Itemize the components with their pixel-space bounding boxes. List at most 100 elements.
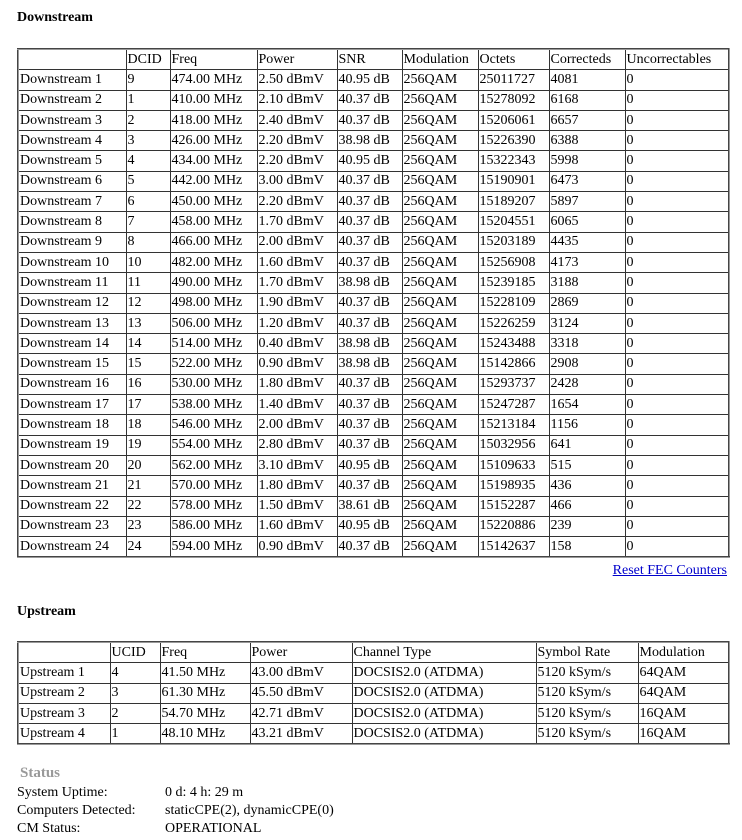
cell: 0.90 dBmV: [256, 536, 338, 558]
cell: 40.37 dB: [336, 414, 403, 436]
cell: Downstream 17: [17, 394, 127, 416]
cell: 0: [624, 89, 730, 111]
cell: 410.00 MHz: [169, 89, 258, 111]
cell: 15142637: [477, 536, 550, 558]
cell: DOCSIS2.0 (ATDMA): [351, 662, 537, 684]
table-row: Upstream 4 1 48.10 MHz 43.21 dBmV DOCSIS2.0 …: [17, 723, 730, 745]
cell: 15243488: [477, 333, 550, 355]
cell: 1.70 dBmV: [256, 211, 338, 233]
cell: 64QAM: [637, 662, 730, 684]
cell: 586.00 MHz: [169, 515, 258, 538]
cell: 2.00 dBmV: [256, 231, 338, 253]
cell: Downstream 7: [17, 191, 127, 213]
cell: 21: [125, 475, 171, 497]
cell: 15226259: [477, 312, 550, 335]
cell: 40.95 dB: [336, 454, 403, 477]
cell: 1.80 dBmV: [256, 475, 338, 497]
cell: 40.95 dB: [336, 515, 403, 538]
cell: 0: [624, 312, 730, 335]
cell: 256QAM: [401, 292, 479, 314]
cell: 40.37 dB: [336, 109, 403, 132]
cell: 15189207: [477, 191, 550, 213]
cell: 4: [125, 150, 171, 172]
cell: 482.00 MHz: [169, 251, 258, 274]
cell: Downstream 20: [17, 454, 127, 477]
cell: 4435: [548, 231, 626, 253]
cell: Upstream 4: [17, 723, 111, 745]
cell: 6168: [548, 89, 626, 111]
cell: 256QAM: [401, 414, 479, 436]
cell: 256QAM: [401, 150, 479, 172]
cell: 239: [548, 515, 626, 538]
cell: 0: [624, 333, 730, 355]
cell: DOCSIS2.0 (ATDMA): [351, 723, 537, 745]
table-row: Downstream 21 21 570.00 MHz 1.80 dBmV 40.37 …: [17, 475, 730, 497]
table-row: Downstream 5 4 434.00 MHz 2.20 dBmV 40.95 dB…: [17, 150, 730, 172]
cell: 1: [109, 723, 161, 745]
cell: 2428: [548, 373, 626, 396]
cell: DOCSIS2.0 (ATDMA): [351, 682, 537, 704]
cell: 2.80 dBmV: [256, 434, 338, 456]
status-value: 0 d: 4 h: 29 m: [165, 785, 244, 800]
cell: 0: [624, 475, 730, 497]
cell: 256QAM: [401, 211, 479, 233]
cell: 256QAM: [401, 454, 479, 477]
cell: 0: [624, 292, 730, 314]
reset-fec-link[interactable]: Reset FEC Counters: [612, 563, 727, 578]
cell: 2: [125, 109, 171, 132]
cell: 506.00 MHz: [169, 312, 258, 335]
cell: Downstream 3: [17, 109, 127, 132]
cell: 256QAM: [401, 536, 479, 558]
cell: 0: [624, 536, 730, 558]
cell: 0: [624, 434, 730, 456]
upstream-title: Upstream: [17, 604, 76, 619]
cell: 40.37 dB: [336, 231, 403, 253]
cell: 594.00 MHz: [169, 536, 258, 558]
cell: 3.10 dBmV: [256, 454, 338, 477]
cell: 3318: [548, 333, 626, 355]
cell: 41.50 MHz: [159, 662, 251, 684]
cell: 0: [624, 170, 730, 193]
downstream-table: DCID Freq Power SNR Modulation Octets Correcte…: [17, 48, 730, 559]
cell: 1.50 dBmV: [256, 495, 338, 517]
cell: Downstream 4: [17, 130, 127, 152]
cell: 22: [125, 495, 171, 517]
cell: 40.95 dB: [336, 150, 403, 172]
cell: 418.00 MHz: [169, 109, 258, 132]
cell: 1: [125, 89, 171, 111]
cell: Downstream 22: [17, 495, 127, 517]
cell: 256QAM: [401, 170, 479, 193]
cell: 38.61 dB: [336, 495, 403, 517]
status-label: Computers Detected:: [17, 803, 136, 818]
cell: 256QAM: [401, 109, 479, 132]
cell: Downstream 24: [17, 536, 127, 558]
table-row: Downstream 14 14 514.00 MHz 0.40 dBmV 38.98 …: [17, 333, 730, 355]
cell: 5120 kSym/s: [535, 723, 639, 745]
cell: 0: [624, 515, 730, 538]
cell: 40.37 dB: [336, 434, 403, 456]
cell: 40.37 dB: [336, 373, 403, 396]
cell: 2.20 dBmV: [256, 191, 338, 213]
cell: 0.90 dBmV: [256, 353, 338, 375]
table-row: Downstream 12 12 498.00 MHz 1.90 dBmV 40.37 …: [17, 292, 730, 314]
table-row: Downstream 3 2 418.00 MHz 2.40 dBmV 40.37 dB…: [17, 109, 730, 132]
cell: Downstream 8: [17, 211, 127, 233]
cell: 15109633: [477, 454, 550, 477]
cell: 40.37 dB: [336, 89, 403, 111]
cell: 256QAM: [401, 495, 479, 517]
cell: 1156: [548, 414, 626, 436]
cell: 43.21 dBmV: [249, 723, 353, 745]
cell: 8: [125, 231, 171, 253]
table-row: Downstream 20 20 562.00 MHz 3.10 dBmV 40.95 …: [17, 454, 730, 477]
cell: 554.00 MHz: [169, 434, 258, 456]
cell: 4173: [548, 251, 626, 274]
header-row: UCID Freq Power Channel Type Symbol Rate Modu…: [17, 641, 730, 664]
cell: 530.00 MHz: [169, 373, 258, 396]
status-value: staticCPE(2), dynamicCPE(0): [165, 803, 334, 818]
cell: 15322343: [477, 150, 550, 172]
cell: 15203189: [477, 231, 550, 253]
cell: 18: [125, 414, 171, 436]
status-title: Status: [20, 765, 61, 781]
header-cell: Power: [256, 48, 338, 71]
table-row: Downstream 18 18 546.00 MHz 2.00 dBmV 40.37 …: [17, 414, 730, 436]
